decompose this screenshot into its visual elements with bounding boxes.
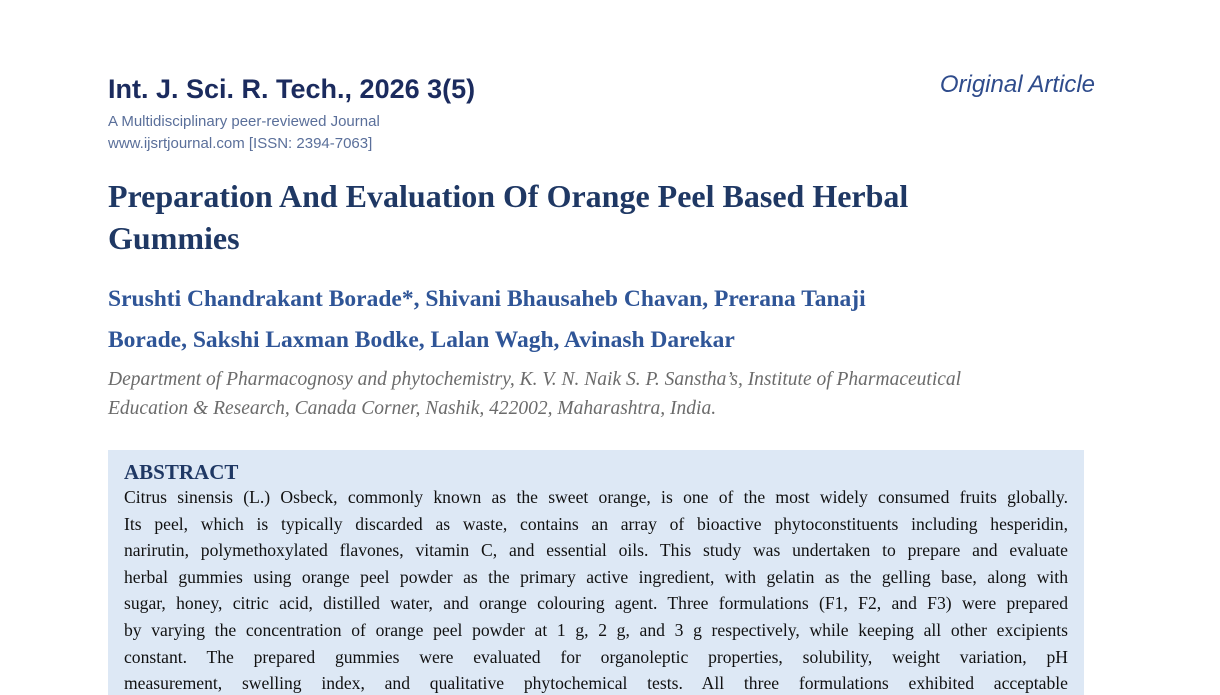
authors: Srushti Chandrakant Borade*, Shivani Bha… bbox=[108, 286, 866, 312]
abstract-text: narirutin, polymethoxylated flavones, vi… bbox=[124, 540, 1068, 561]
journal-tagline: A Multidisciplinary peer-reviewed Journa… bbox=[108, 113, 380, 130]
article-type: Original Article bbox=[939, 71, 1095, 98]
abstract-text: Citrus sinensis (L.) Osbeck, commonly kn… bbox=[124, 487, 1068, 507]
article-title: Gummies bbox=[108, 220, 240, 256]
affiliation: Department of Pharmacognosy and phytoche… bbox=[108, 369, 962, 390]
journal-website: www.ijsrtjournal.com [ISSN: 2394-7063] bbox=[108, 135, 373, 152]
abstract-text: sugar, honey, citric acid, distilled wat… bbox=[124, 593, 1068, 614]
affiliation: Education & Research, Canada Corner, Nas… bbox=[108, 397, 717, 419]
authors: Borade, Sakshi Laxman Bodke, Lalan Wagh,… bbox=[108, 327, 735, 353]
abstract-text: measurement, swelling index, and qualita… bbox=[124, 673, 1068, 694]
abstract-text: Its peel, which is typically discarded a… bbox=[124, 513, 1068, 534]
abstract-box bbox=[108, 450, 1084, 695]
article-title: Preparation And Evaluation Of Orange Pee… bbox=[108, 178, 909, 214]
abstract-text: herbal gummies using orange peel powder … bbox=[124, 566, 1068, 587]
abstract-text: by varying the concentration of orange p… bbox=[124, 620, 1068, 640]
abstract-text: constant. The prepared gummies were eval… bbox=[124, 646, 1068, 667]
journal-name: Int. J. Sci. R. Tech., 2026 3(5) bbox=[108, 74, 476, 104]
abstract-heading: ABSTRACT bbox=[124, 460, 239, 484]
